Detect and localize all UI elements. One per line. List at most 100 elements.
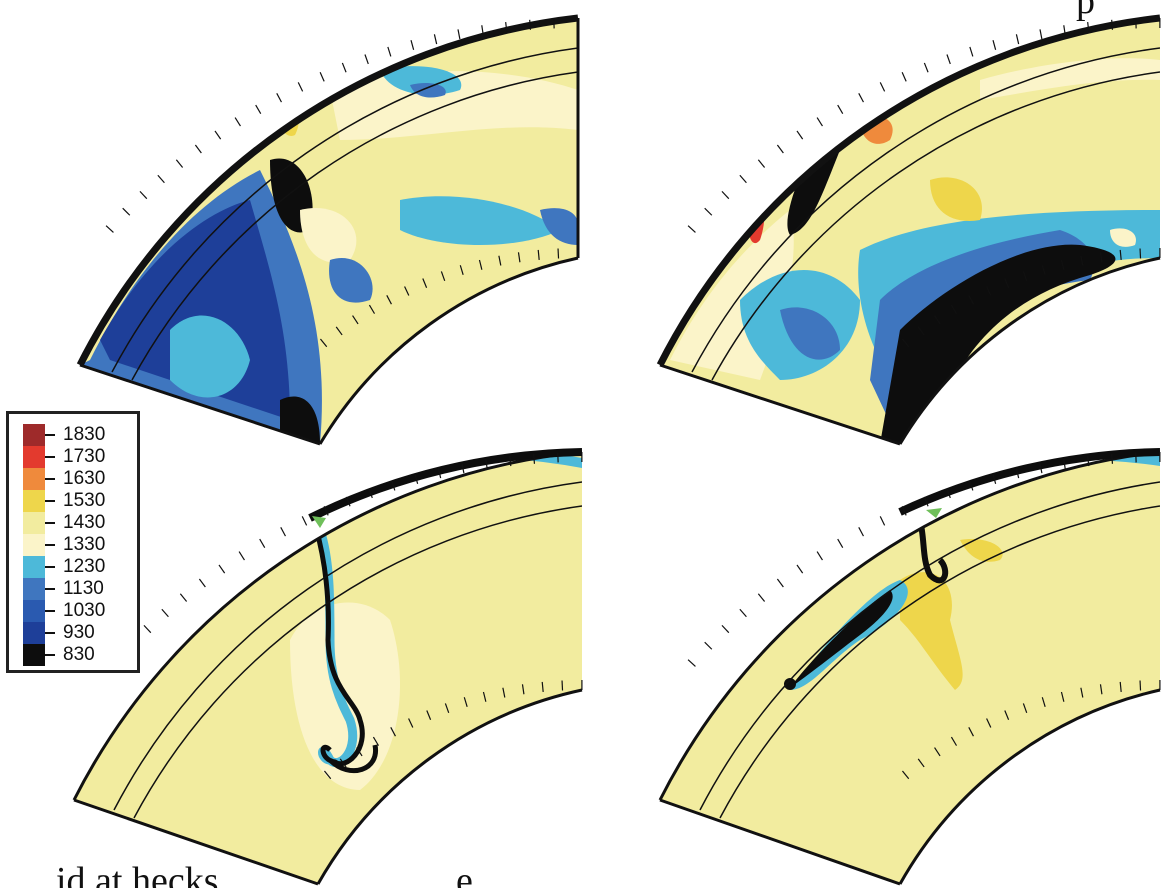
legend-swatch bbox=[23, 534, 45, 556]
tick-mark bbox=[157, 174, 165, 184]
tick-mark bbox=[372, 736, 380, 746]
tick-mark bbox=[529, 19, 532, 30]
tick-mark bbox=[879, 516, 886, 526]
legend-tick bbox=[45, 478, 55, 480]
tick-mark bbox=[917, 758, 925, 768]
tick-mark bbox=[410, 40, 415, 50]
legend-tick bbox=[45, 544, 55, 546]
tick-mark bbox=[1080, 255, 1084, 266]
tick-mark bbox=[175, 159, 184, 168]
tick-mark bbox=[796, 564, 804, 574]
tick-mark bbox=[179, 593, 188, 602]
tick-mark bbox=[259, 538, 266, 549]
tick-mark bbox=[509, 456, 512, 467]
legend-swatch bbox=[23, 490, 45, 512]
tick-mark bbox=[139, 190, 148, 200]
tick-mark bbox=[276, 93, 282, 103]
tick-mark bbox=[352, 315, 359, 325]
tick-mark bbox=[122, 207, 131, 216]
tick-mark bbox=[345, 496, 351, 507]
tick-mark bbox=[757, 159, 766, 168]
legend-tick bbox=[45, 654, 55, 656]
tick-mark bbox=[198, 578, 206, 588]
legend-swatch bbox=[23, 468, 45, 490]
tick-mark bbox=[408, 718, 414, 728]
tick-mark bbox=[968, 727, 974, 737]
tick-mark bbox=[319, 72, 325, 82]
tick-mark bbox=[837, 538, 844, 549]
tick-mark bbox=[1041, 697, 1046, 708]
tick-mark bbox=[1039, 463, 1043, 474]
tick-mark bbox=[968, 295, 974, 305]
tick-mark bbox=[457, 29, 461, 40]
tick-mark bbox=[541, 681, 544, 692]
legend-tick bbox=[45, 500, 55, 502]
legend-label: 930 bbox=[63, 622, 95, 643]
tick-mark bbox=[280, 527, 286, 537]
tick-mark bbox=[687, 225, 696, 233]
tick-mark bbox=[1060, 691, 1065, 702]
legend-tick bbox=[45, 588, 55, 590]
tick-mark bbox=[1015, 34, 1020, 45]
tick-mark bbox=[858, 527, 864, 537]
tick-mark bbox=[161, 608, 169, 618]
tick-mark bbox=[368, 488, 373, 499]
tick-mark bbox=[1022, 271, 1028, 282]
tick-mark bbox=[950, 304, 958, 314]
tick-mark bbox=[368, 304, 376, 314]
tick-mark bbox=[218, 564, 226, 574]
tick-mark bbox=[234, 117, 241, 127]
tick-mark bbox=[481, 25, 484, 36]
tick-mark bbox=[704, 641, 713, 650]
legend-label: 1130 bbox=[63, 578, 104, 599]
tick-mark bbox=[1039, 29, 1043, 40]
tick-mark bbox=[1022, 703, 1028, 714]
tick-mark bbox=[478, 259, 483, 270]
tick-mark bbox=[335, 326, 343, 336]
tick-mark bbox=[986, 718, 992, 728]
tick-mark bbox=[901, 72, 907, 82]
tick-mark bbox=[440, 271, 446, 282]
color-legend: 1830 1730 1630 1530 1430 1330 1230 1130 1030 930 8… bbox=[6, 411, 140, 673]
tick-mark bbox=[992, 474, 997, 484]
caption-top-fragment: p bbox=[1076, 0, 1095, 22]
tick-mark bbox=[105, 225, 114, 233]
tick-mark bbox=[339, 758, 347, 768]
legend-tick bbox=[45, 434, 55, 436]
tick-mark bbox=[391, 480, 396, 491]
legend-label: 1230 bbox=[63, 556, 106, 577]
tick-mark bbox=[776, 578, 784, 588]
legend-swatch bbox=[23, 424, 45, 446]
legend-label: 1330 bbox=[63, 534, 106, 555]
tick-mark bbox=[757, 593, 766, 602]
legend-label: 1630 bbox=[63, 468, 106, 489]
tick-mark bbox=[386, 295, 392, 305]
tick-mark bbox=[796, 130, 804, 140]
tick-mark bbox=[739, 174, 747, 184]
tick-mark bbox=[521, 684, 525, 695]
panel-bottom-right bbox=[658, 448, 1161, 886]
tick-mark bbox=[816, 117, 823, 127]
tick-mark bbox=[364, 54, 369, 65]
legend-label: 1530 bbox=[63, 490, 106, 511]
tick-mark bbox=[1111, 453, 1114, 464]
tick-mark bbox=[837, 104, 844, 115]
panel-top-right bbox=[656, 14, 1161, 446]
tick-mark bbox=[356, 747, 363, 757]
tick-mark bbox=[1004, 278, 1010, 288]
tick-mark bbox=[426, 710, 432, 720]
tick-mark bbox=[1080, 687, 1084, 698]
tick-mark bbox=[341, 62, 347, 73]
tick-mark bbox=[946, 54, 951, 65]
tick-mark bbox=[297, 82, 304, 92]
tick-mark bbox=[433, 34, 438, 45]
legend-swatch bbox=[23, 578, 45, 600]
tick-mark bbox=[1119, 681, 1122, 692]
tick-mark bbox=[901, 770, 910, 780]
tick-mark bbox=[463, 697, 468, 708]
tick-mark bbox=[505, 22, 508, 33]
tick-mark bbox=[414, 474, 419, 484]
tick-mark bbox=[502, 687, 506, 698]
tick-mark bbox=[498, 255, 502, 266]
